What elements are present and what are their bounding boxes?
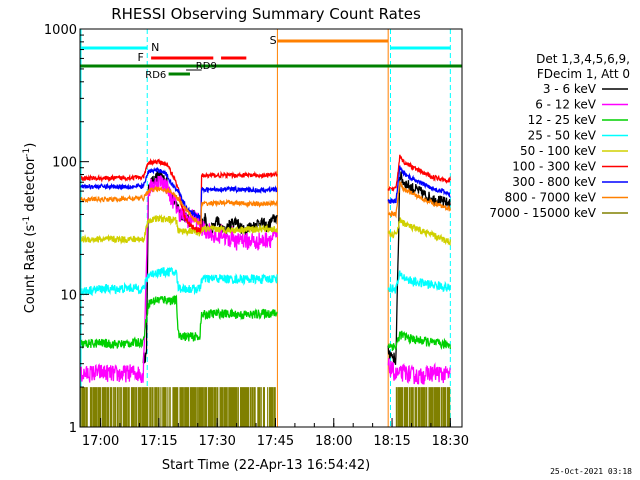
x-axis-label: Start Time (22-Apr-13 16:54:42) (162, 458, 370, 473)
y-tick-label: 1000 (44, 23, 77, 38)
y-tick-label: 10 (60, 288, 77, 303)
legend-header-decim: FDecim 1, Att 0 (537, 67, 630, 81)
x-tick-label: 17:30 (198, 434, 235, 449)
series-path (80, 154, 451, 234)
series-path (80, 165, 451, 220)
generation-timestamp: 25-Oct-2021 03:18 (550, 467, 632, 476)
x-tick-label: 17:15 (140, 434, 177, 449)
chart-title: RHESSI Observing Summary Count Rates (111, 5, 421, 23)
series-800-7000keV (80, 179, 451, 226)
legend-label: 300 - 800 keV (512, 175, 596, 189)
annotation-f: F (138, 51, 144, 64)
x-axis: 17:00 17:15 17:30 17:45 18:00 18:15 18:30 (82, 418, 469, 449)
plot-area: NF S RD9 RD6 (80, 29, 462, 427)
legend-label: 800 - 7000 keV (505, 191, 597, 205)
y-axis-label-sup1: -1 (22, 216, 32, 225)
y-axis-label-base: Count Rate (s (23, 225, 38, 314)
y-axis-label-end: ) (23, 143, 38, 148)
annotation-n: N (151, 41, 159, 54)
series-12-25keV (80, 294, 451, 351)
y-axis-label-mid: detector (23, 156, 38, 216)
x-tick-label: 18:30 (432, 434, 469, 449)
series-path (80, 266, 451, 297)
y-axis-label: Count Rate (s-1 detector-1) (22, 143, 38, 314)
x-tick-label: 18:15 (373, 434, 410, 449)
legend-label: 7000 - 15000 keV (489, 206, 596, 220)
series-7000-15000keV (80, 387, 451, 427)
plot-frame (79, 28, 463, 428)
legend-label: 25 - 50 keV (528, 129, 597, 143)
legend: Det 1,3,4,5,6,9, FDecim 1, Att 0 3 - 6 k… (489, 52, 630, 220)
legend-label: 3 - 6 keV (543, 82, 597, 96)
legend-label: 100 - 300 keV (512, 160, 596, 174)
y-axis-label-sup2: -1 (22, 148, 32, 157)
legend-label: 12 - 25 keV (528, 113, 597, 127)
x-tick-label: 17:45 (257, 434, 294, 449)
legend-label: 6 - 12 keV (535, 98, 597, 112)
series-path (80, 175, 451, 385)
series-path (80, 294, 451, 351)
annotation-rd9: RD9 (196, 61, 217, 72)
series-100-300keV (80, 154, 451, 234)
series-25-50keV (80, 266, 451, 297)
legend-header-detectors: Det 1,3,4,5,6,9, (536, 52, 630, 66)
series-300-800keV (80, 165, 451, 220)
x-tick-label: 18:00 (315, 434, 352, 449)
series-path (80, 387, 451, 427)
y-tick-label: 100 (52, 156, 77, 171)
series-path (80, 214, 451, 246)
series-6-12keV (80, 175, 451, 385)
annotation-s: S (270, 34, 277, 47)
y-axis: 1 10 100 1000 (44, 23, 89, 436)
annotation-rd6: RD6 (145, 70, 166, 81)
series-50-100keV (80, 214, 451, 246)
x-tick-label: 17:00 (82, 434, 119, 449)
y-tick-label: 1 (69, 421, 77, 436)
series-path (80, 179, 451, 226)
legend-label: 50 - 100 keV (520, 144, 597, 158)
